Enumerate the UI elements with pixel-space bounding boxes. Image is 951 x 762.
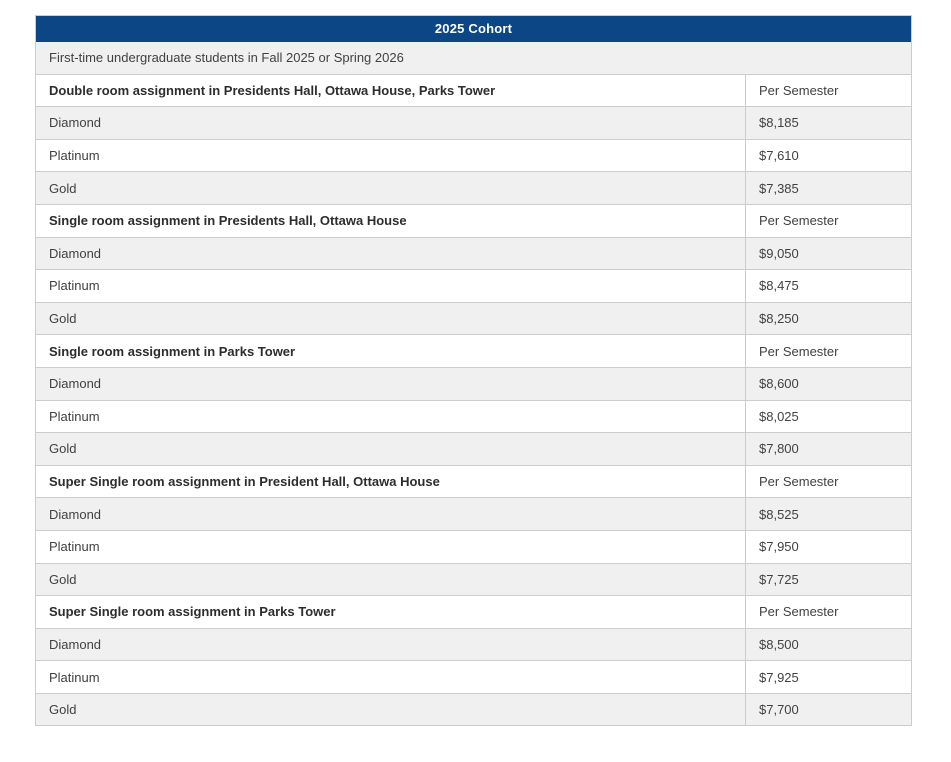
section-header-row: Double room assignment in Presidents Hal… bbox=[35, 74, 912, 108]
tier-price: $7,385 bbox=[745, 171, 912, 205]
tier-row: Platinum $8,025 bbox=[35, 400, 912, 434]
section-header-row: Single room assignment in Parks Tower Pe… bbox=[35, 334, 912, 368]
table-title-row: 2025 Cohort bbox=[35, 15, 912, 42]
tier-row: Platinum $7,925 bbox=[35, 660, 912, 694]
table-subtitle: First-time undergraduate students in Fal… bbox=[35, 41, 912, 75]
tier-row: Gold $7,725 bbox=[35, 563, 912, 597]
tier-price: $8,185 bbox=[745, 106, 912, 140]
section-header: Super Single room assignment in Presiden… bbox=[35, 465, 746, 499]
tier-price: $7,725 bbox=[745, 563, 912, 597]
tier-label: Diamond bbox=[35, 628, 746, 662]
tier-price: $8,500 bbox=[745, 628, 912, 662]
tier-label: Platinum bbox=[35, 139, 746, 173]
price-column-header: Per Semester bbox=[745, 204, 912, 238]
tier-label: Diamond bbox=[35, 106, 746, 140]
tier-price: $8,525 bbox=[745, 497, 912, 531]
section-header-row: Single room assignment in Presidents Hal… bbox=[35, 204, 912, 238]
page: 2025 Cohort First-time undergraduate stu… bbox=[35, 15, 912, 727]
tier-label: Gold bbox=[35, 432, 746, 466]
section-header: Single room assignment in Presidents Hal… bbox=[35, 204, 746, 238]
section-header: Single room assignment in Parks Tower bbox=[35, 334, 746, 368]
tier-label: Gold bbox=[35, 302, 746, 336]
tier-price: $8,600 bbox=[745, 367, 912, 401]
tier-price: $7,700 bbox=[745, 693, 912, 727]
tier-label: Gold bbox=[35, 693, 746, 727]
tier-row: Platinum $8,475 bbox=[35, 269, 912, 303]
tier-label: Gold bbox=[35, 563, 746, 597]
section-header-row: Super Single room assignment in Presiden… bbox=[35, 465, 912, 499]
tier-price: $7,925 bbox=[745, 660, 912, 694]
section-header: Double room assignment in Presidents Hal… bbox=[35, 74, 746, 108]
tier-price: $8,250 bbox=[745, 302, 912, 336]
tier-row: Gold $7,700 bbox=[35, 693, 912, 727]
tier-row: Diamond $9,050 bbox=[35, 237, 912, 271]
tier-label: Platinum bbox=[35, 530, 746, 564]
tier-row: Diamond $8,185 bbox=[35, 106, 912, 140]
section-header-row: Super Single room assignment in Parks To… bbox=[35, 595, 912, 629]
tier-price: $7,950 bbox=[745, 530, 912, 564]
tier-row: Platinum $7,610 bbox=[35, 139, 912, 173]
tier-row: Gold $7,385 bbox=[35, 171, 912, 205]
tier-price: $8,475 bbox=[745, 269, 912, 303]
price-column-header: Per Semester bbox=[745, 465, 912, 499]
tier-row: Diamond $8,525 bbox=[35, 497, 912, 531]
tier-row: Diamond $8,500 bbox=[35, 628, 912, 662]
tier-price: $9,050 bbox=[745, 237, 912, 271]
tier-label: Gold bbox=[35, 171, 746, 205]
price-column-header: Per Semester bbox=[745, 595, 912, 629]
price-column-header: Per Semester bbox=[745, 74, 912, 108]
tier-price: $8,025 bbox=[745, 400, 912, 434]
cohort-pricing-table: 2025 Cohort First-time undergraduate stu… bbox=[35, 15, 912, 727]
tier-label: Diamond bbox=[35, 497, 746, 531]
table-title: 2025 Cohort bbox=[35, 15, 912, 42]
tier-label: Platinum bbox=[35, 400, 746, 434]
tier-label: Platinum bbox=[35, 660, 746, 694]
table-subtitle-row: First-time undergraduate students in Fal… bbox=[35, 41, 912, 75]
section-header: Super Single room assignment in Parks To… bbox=[35, 595, 746, 629]
tier-price: $7,800 bbox=[745, 432, 912, 466]
tier-label: Diamond bbox=[35, 237, 746, 271]
tier-row: Diamond $8,600 bbox=[35, 367, 912, 401]
tier-label: Diamond bbox=[35, 367, 746, 401]
tier-price: $7,610 bbox=[745, 139, 912, 173]
tier-row: Platinum $7,950 bbox=[35, 530, 912, 564]
price-column-header: Per Semester bbox=[745, 334, 912, 368]
tier-row: Gold $7,800 bbox=[35, 432, 912, 466]
tier-label: Platinum bbox=[35, 269, 746, 303]
tier-row: Gold $8,250 bbox=[35, 302, 912, 336]
